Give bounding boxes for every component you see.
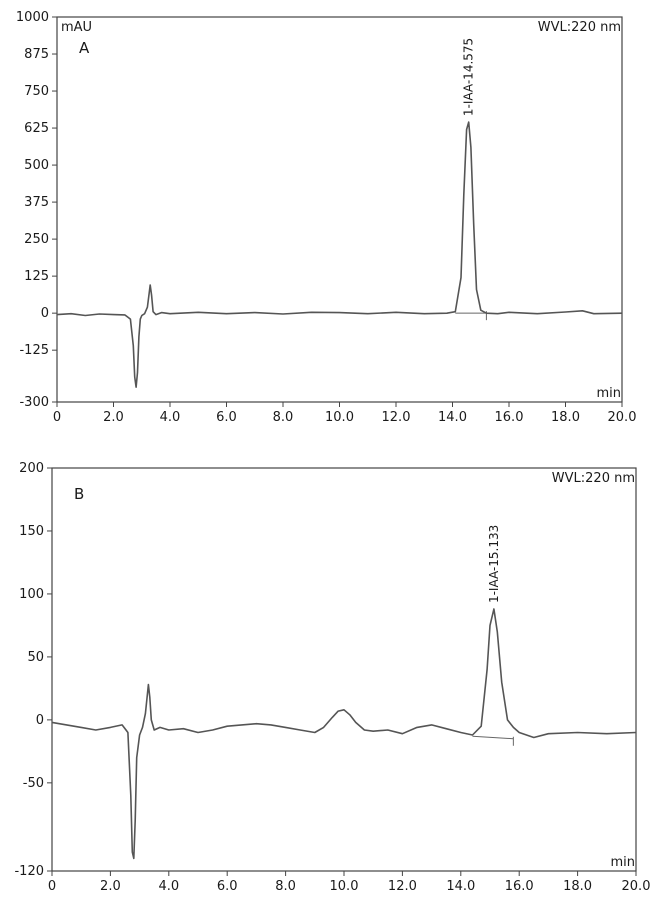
- y-tick-label: 1000: [16, 10, 49, 25]
- plot-frame: [51, 467, 637, 872]
- x-tick-label: 12.0: [382, 410, 411, 425]
- x-tick-label: 10.0: [325, 410, 354, 425]
- y-tick-label: 0: [36, 713, 44, 728]
- wavelength-label: WVL:220 nm: [552, 471, 635, 486]
- y-tick-label: -120: [14, 864, 44, 879]
- chromatogram-trace: [56, 121, 623, 389]
- plot-frame: [56, 16, 623, 403]
- x-tick-label: 4.0: [158, 879, 179, 894]
- x-tick-label: 8.0: [273, 410, 294, 425]
- y-tick-label: -125: [19, 343, 49, 358]
- x-tick-label: 6.0: [217, 879, 238, 894]
- panel-label: B: [74, 485, 84, 503]
- y-tick-label: 0: [41, 306, 49, 321]
- x-tick-label: 20.0: [622, 879, 651, 894]
- x-tick-label: 18.0: [551, 410, 580, 425]
- x-tick-label: 20.0: [608, 410, 637, 425]
- y-tick-label: -300: [19, 395, 49, 410]
- chromatogram-trace: [51, 608, 637, 860]
- x-tick-label: 16.0: [505, 879, 534, 894]
- x-tick-label: 4.0: [160, 410, 181, 425]
- peak-baseline: [472, 735, 514, 740]
- y-tick-label: 100: [19, 587, 44, 602]
- y-tick-label: 875: [24, 47, 49, 62]
- y-tick-label: 500: [24, 158, 49, 173]
- x-tick-label: 10.0: [330, 879, 359, 894]
- y-tick-label: 625: [24, 121, 49, 136]
- y-tick-label: 150: [19, 524, 44, 539]
- x-tick-label: 2.0: [100, 879, 121, 894]
- x-tick-label: 8.0: [275, 879, 296, 894]
- x-tick-label: 2.0: [103, 410, 124, 425]
- y-tick-label: 750: [24, 84, 49, 99]
- y-tick-label: -50: [23, 776, 44, 791]
- y-tick-label: 375: [24, 195, 49, 210]
- peak-label: 1-IAA-15.133: [487, 525, 501, 603]
- y-tick-label: 50: [27, 650, 44, 665]
- x-tick-label: 12.0: [388, 879, 417, 894]
- chart-panel-a: 1000 875 750 625 500 375 250 125 0 -125 -300 0 2.0 4.…: [16, 10, 637, 425]
- peak-label: 1-IAA-14.575: [462, 38, 476, 116]
- panel-label: A: [79, 39, 90, 57]
- chart-panel-b: 200 150 100 50 0 -50 -120 0 2.0 4.0 6.0 8.0 10.0 12.0…: [14, 461, 650, 894]
- wavelength-label: WVL:220 nm: [538, 20, 621, 35]
- y-tick-label: 125: [24, 269, 49, 284]
- x-axis-label: min: [596, 386, 621, 401]
- x-tick-label: 14.0: [446, 879, 475, 894]
- x-tick-label: 16.0: [495, 410, 524, 425]
- y-tick-label: 200: [19, 461, 44, 476]
- y-tick-label: 250: [24, 232, 49, 247]
- x-tick-label: 0: [53, 410, 61, 425]
- x-tick-label: 0: [48, 879, 56, 894]
- y-axis-label: mAU: [61, 20, 92, 35]
- x-tick-label: 18.0: [563, 879, 592, 894]
- x-tick-label: 6.0: [216, 410, 237, 425]
- x-tick-label: 14.0: [438, 410, 467, 425]
- x-axis-label: min: [610, 855, 635, 870]
